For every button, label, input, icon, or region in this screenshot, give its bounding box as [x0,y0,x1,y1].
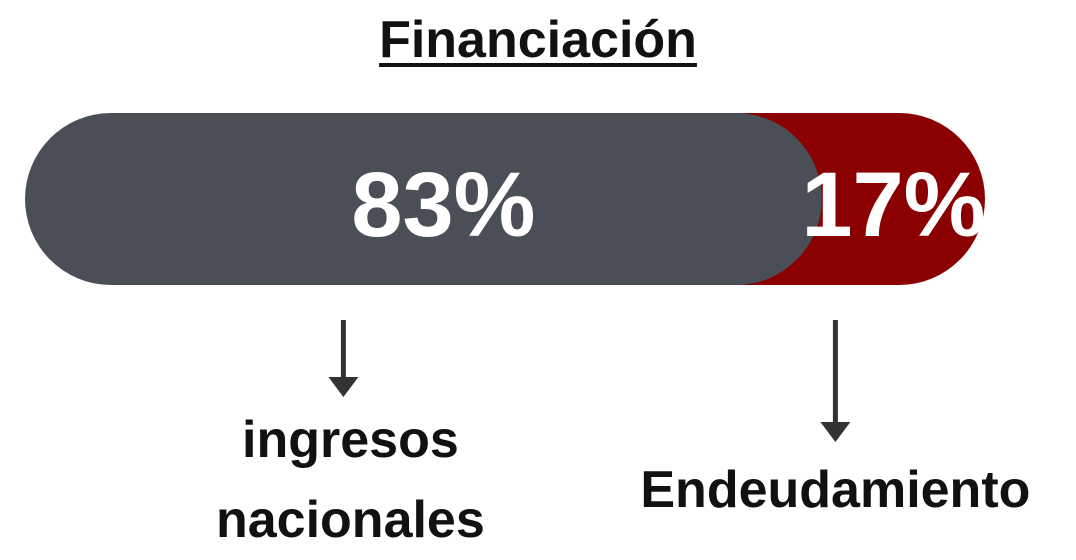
legend-label: ingresos nacionales [215,411,485,549]
segment-label: 83% [351,154,535,256]
chart-title: Financiación [379,11,697,69]
bar-segment [25,113,822,285]
segment-label: 17% [801,154,985,256]
legend-label: Endeudamiento [640,461,1031,519]
arrow-head [328,377,359,397]
arrow-head [820,422,851,442]
page: {"chart_data": {"type": "stacked_bar", "… [25,11,1031,549]
chart: 83% 17% [25,113,985,442]
